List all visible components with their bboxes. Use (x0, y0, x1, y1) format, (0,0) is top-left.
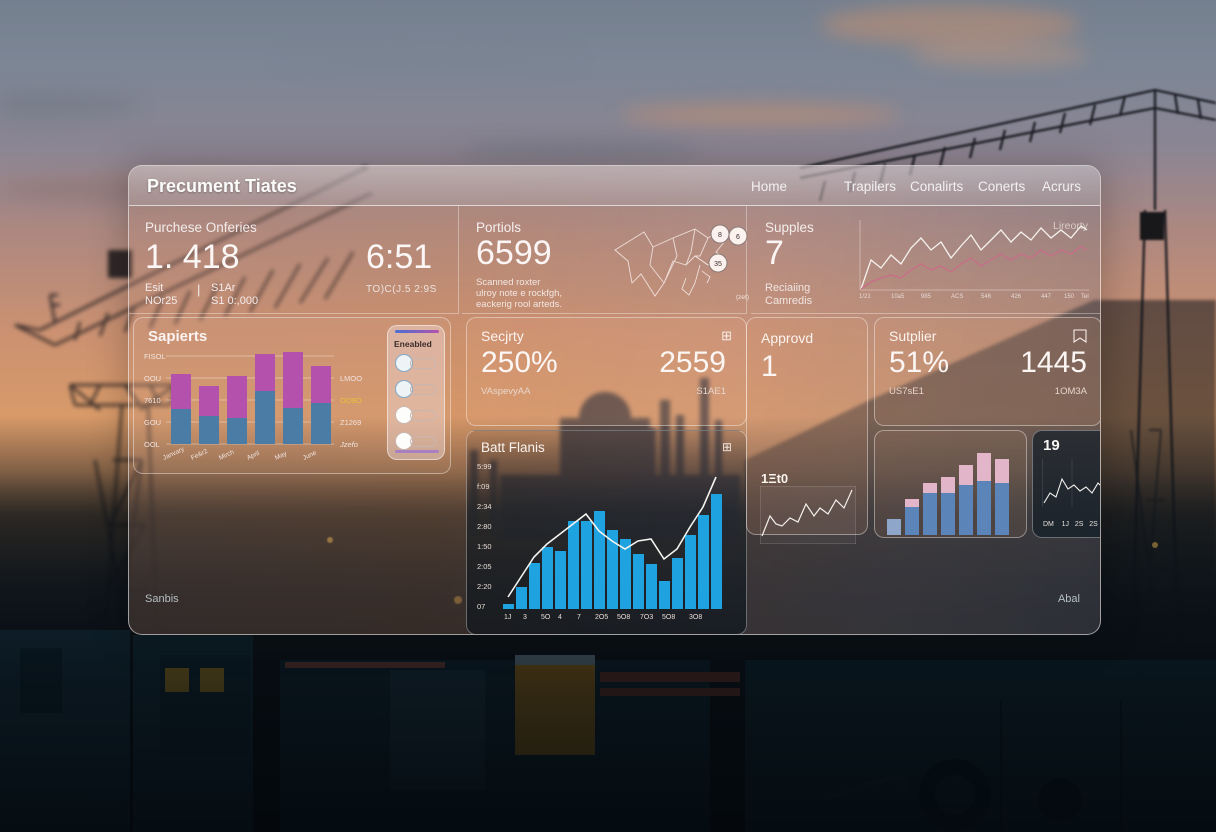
svg-text:3: 3 (523, 614, 527, 621)
svg-text:June: June (302, 449, 318, 461)
svg-text:OOU: OOU (144, 374, 161, 383)
svg-text:07: 07 (477, 602, 485, 611)
svg-text:ACS: ACS (951, 294, 963, 300)
svg-text:GOU: GOU (144, 418, 161, 427)
svg-text:2:80: 2:80 (477, 522, 492, 531)
svg-text:5O: 5O (541, 614, 551, 621)
svg-text:Z1269: Z1269 (340, 418, 361, 427)
svg-text:10a5: 10a5 (891, 294, 905, 300)
svg-text:426: 426 (1011, 294, 1022, 300)
svg-text:6: 6 (736, 234, 740, 241)
svg-text:1/21: 1/21 (859, 294, 871, 300)
svg-text:7O3: 7O3 (640, 614, 653, 621)
svg-text:2O5: 2O5 (595, 614, 608, 621)
svg-text:OOL: OOL (144, 440, 160, 449)
svg-text:2:20: 2:20 (477, 582, 492, 591)
svg-text:5O8: 5O8 (617, 614, 630, 621)
svg-text:May: May (274, 450, 289, 462)
svg-text:35: 35 (714, 261, 722, 268)
svg-text:1J: 1J (504, 614, 511, 621)
svg-text:4: 4 (558, 614, 562, 621)
svg-text:Jzefo: Jzefo (339, 440, 358, 449)
svg-text:150: 150 (1064, 294, 1075, 300)
svg-text:8: 8 (718, 232, 722, 239)
svg-text:April: April (246, 450, 261, 462)
svg-text:985: 985 (921, 294, 932, 300)
svg-text:Mirch: Mirch (218, 449, 236, 462)
svg-text:1:50: 1:50 (477, 542, 492, 551)
svg-text:3O8: 3O8 (689, 614, 702, 621)
svg-text:2:05: 2:05 (477, 562, 492, 571)
svg-text:FISOL: FISOL (144, 352, 166, 361)
svg-text:2:34: 2:34 (477, 502, 492, 511)
svg-text:447: 447 (1041, 294, 1052, 300)
svg-text:7: 7 (577, 614, 581, 621)
svg-text:(zet): (zet) (736, 294, 749, 301)
svg-text:7610: 7610 (144, 396, 161, 405)
svg-text:5O8: 5O8 (662, 614, 675, 621)
svg-text:Fe&r2: Fe&r2 (190, 448, 209, 462)
svg-text:5:99: 5:99 (477, 462, 492, 471)
svg-text:f:09: f:09 (477, 482, 490, 491)
svg-text:LMOO: LMOO (340, 374, 362, 383)
svg-text:546: 546 (981, 294, 992, 300)
svg-text:Janvary: Janvary (162, 446, 186, 462)
svg-text:OO9O: OO9O (340, 396, 362, 405)
svg-text:Tel: Tel (1081, 294, 1089, 300)
